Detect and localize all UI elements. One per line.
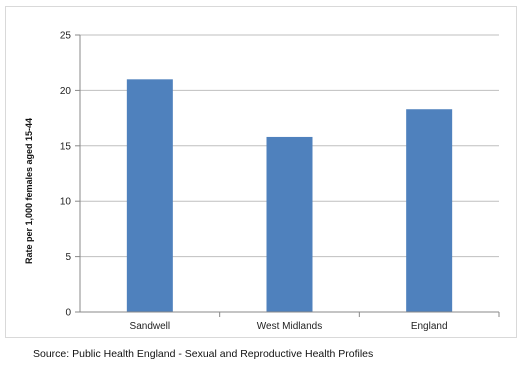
source-note: Source: Public Health England - Sexual a…: [33, 348, 374, 360]
bar-sandwell: [126, 79, 173, 312]
y-axis-label: Rate per 1,000 females aged 15-44: [24, 118, 34, 264]
y-tick-label: 5: [65, 252, 71, 263]
bars: [126, 79, 453, 313]
y-tick-label: 0: [65, 308, 71, 319]
axes: [79, 35, 500, 317]
x-tick-label: England: [411, 321, 448, 332]
y-tick-labels: 0 5 10 15 20 25: [60, 31, 72, 319]
x-tick-label: West Midlands: [257, 321, 322, 332]
y-tick-label: 15: [60, 141, 72, 152]
x-tick-labels: Sandwell West Midlands England: [130, 321, 448, 332]
x-tick-label: Sandwell: [130, 321, 171, 332]
y-tick-label: 20: [60, 86, 72, 97]
y-tick-label: 25: [60, 31, 72, 42]
y-tick-label: 10: [60, 197, 72, 208]
bar-england: [406, 109, 453, 313]
bar-west-midlands: [266, 136, 313, 312]
